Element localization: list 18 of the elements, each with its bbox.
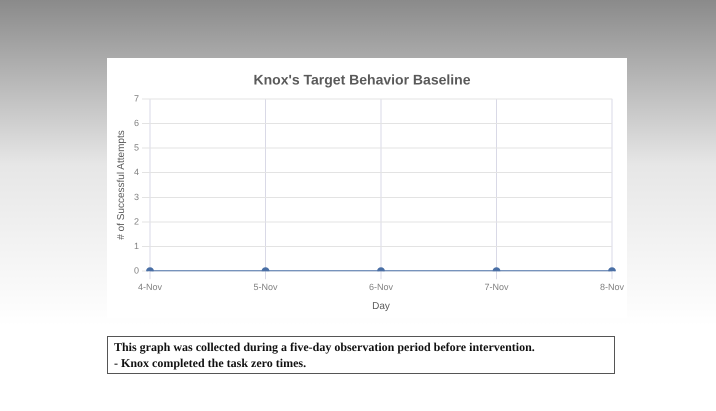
chart-title: Knox's Target Behavior Baseline bbox=[253, 71, 471, 88]
x-tick-label: 8-Nov bbox=[600, 282, 624, 292]
text: - Knox completed the task zero times. bbox=[114, 355, 308, 371]
y-tick-label: 1 bbox=[134, 241, 140, 252]
y-tick-label: 4 bbox=[134, 167, 140, 178]
y-tick-label: 7 bbox=[134, 93, 140, 104]
x-tick-label: 5-Nov bbox=[253, 282, 278, 292]
x-tick-label: 4-Nov bbox=[138, 282, 163, 292]
y-tick-label: 2 bbox=[134, 216, 140, 226]
y-tick-label: 5 bbox=[134, 142, 140, 153]
x-tick-label: 6-Nov bbox=[368, 282, 394, 292]
x-tick-label: 7-Nov bbox=[484, 282, 509, 292]
x-axis-title: Day bbox=[372, 300, 390, 312]
text: This graph was collected during a five-day observation period before intervention. bbox=[114, 339, 536, 355]
y-tick-label: 0 bbox=[134, 266, 140, 276]
y-axis-title: # of Successful Attempts bbox=[116, 130, 127, 240]
y-tick-label: 6 bbox=[134, 118, 140, 128]
y-tick-label: 3 bbox=[134, 192, 140, 202]
